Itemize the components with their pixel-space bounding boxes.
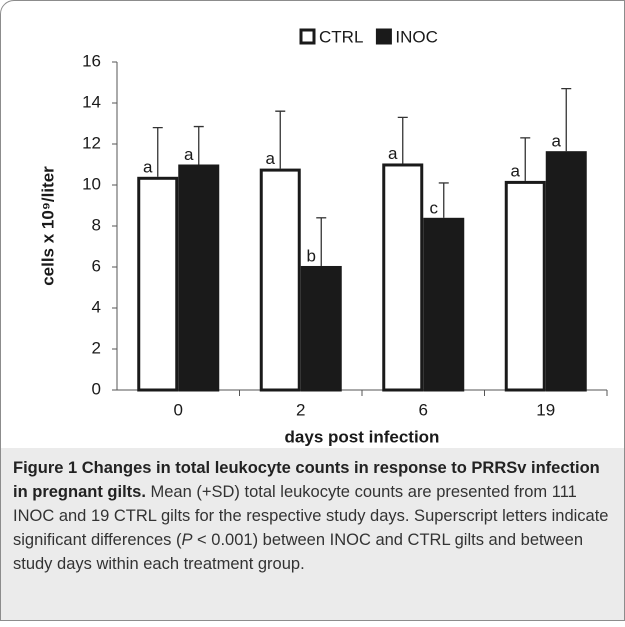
significance-letter: a bbox=[552, 132, 562, 151]
bar bbox=[382, 163, 424, 392]
bar bbox=[300, 265, 342, 392]
significance-letter: a bbox=[143, 157, 153, 176]
legend-swatch bbox=[299, 28, 316, 45]
y-tick-label: 16 bbox=[82, 51, 101, 70]
bar bbox=[504, 180, 546, 392]
legend-swatch bbox=[375, 28, 392, 45]
caption-title: Figure 1 Changes in total leukocyte coun… bbox=[13, 459, 600, 501]
legend-label: INOC bbox=[395, 27, 438, 46]
y-tick-label: 2 bbox=[92, 338, 101, 357]
significance-letter: c bbox=[430, 198, 439, 217]
bar bbox=[137, 176, 179, 392]
x-tick-label: 6 bbox=[419, 400, 428, 419]
significance-letter: a bbox=[184, 145, 194, 164]
y-tick-label: 8 bbox=[92, 215, 101, 234]
x-tick-label: 19 bbox=[536, 400, 555, 419]
y-tick-label: 6 bbox=[92, 256, 101, 275]
caption-italic: P bbox=[181, 531, 193, 549]
y-tick-label: 4 bbox=[92, 297, 101, 316]
y-axis-title: cells x 10⁹/liter bbox=[38, 166, 57, 286]
y-tick-label: 12 bbox=[82, 133, 101, 152]
bar bbox=[423, 217, 465, 392]
significance-letter: a bbox=[511, 161, 521, 180]
x-axis-title: days post infection bbox=[285, 427, 440, 446]
significance-letter: a bbox=[388, 144, 398, 163]
caption-text: Mean (+SD) total leukocyte counts are pr… bbox=[13, 483, 609, 549]
significance-letter: a bbox=[266, 149, 276, 168]
bar bbox=[178, 164, 220, 392]
x-tick-label: 0 bbox=[174, 400, 183, 419]
chart: cells x 10⁹/liter days post infection 0 2… bbox=[38, 27, 608, 446]
x-tick-label: 2 bbox=[296, 400, 305, 419]
y-tick-label: 10 bbox=[82, 174, 101, 193]
caption: Figure 1 Changes in total leukocyte coun… bbox=[1, 448, 624, 620]
y-tick-label: 0 bbox=[92, 379, 101, 398]
bar bbox=[545, 151, 587, 392]
caption-text: < 0.001) between INOC and CTRL gilts and… bbox=[13, 531, 584, 573]
y-tick-label: 14 bbox=[82, 92, 101, 111]
significance-letter: b bbox=[307, 246, 316, 265]
legend-label: CTRL bbox=[319, 27, 363, 46]
bar bbox=[259, 168, 301, 392]
